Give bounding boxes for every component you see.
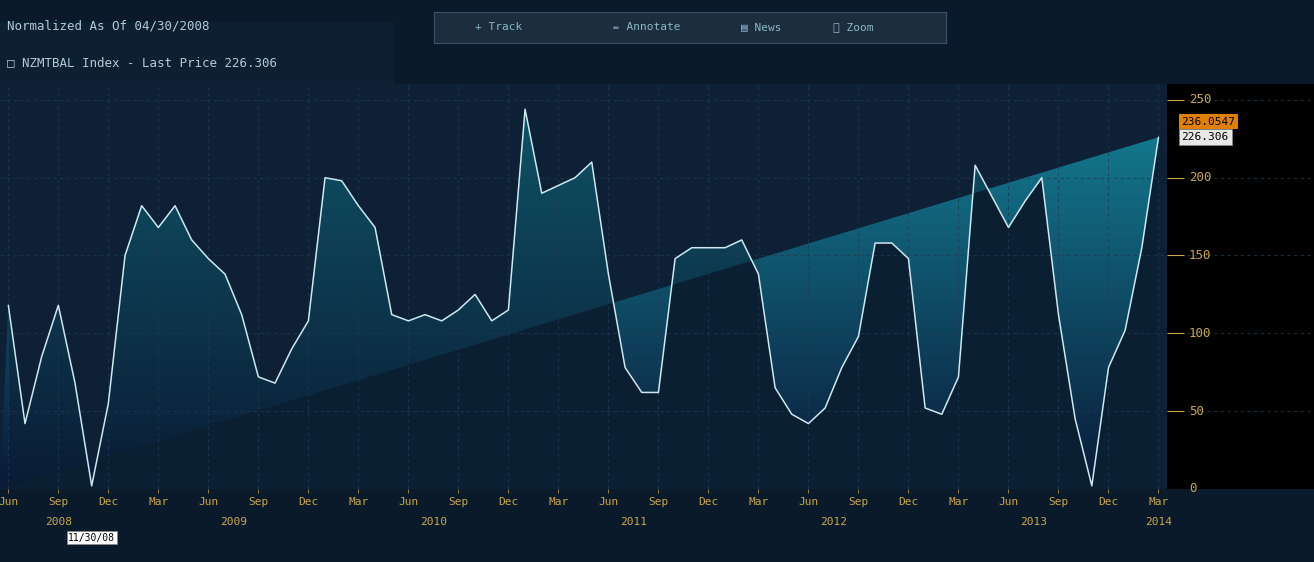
Text: 250: 250: [1189, 93, 1212, 106]
Text: 2011: 2011: [620, 517, 646, 527]
Text: 2014: 2014: [1144, 517, 1172, 527]
Text: 2010: 2010: [420, 517, 447, 527]
Text: ✏ Annotate: ✏ Annotate: [612, 22, 681, 32]
Text: 50: 50: [1189, 405, 1204, 418]
Text: 0: 0: [1189, 482, 1197, 496]
Text: 11/30/08: 11/30/08: [68, 533, 116, 542]
Text: 150: 150: [1189, 249, 1212, 262]
Text: + Track: + Track: [474, 22, 522, 32]
Text: □ NZMTBAL Index - Last Price 226.306: □ NZMTBAL Index - Last Price 226.306: [7, 56, 276, 69]
Text: 2012: 2012: [820, 517, 848, 527]
Text: 2008: 2008: [45, 517, 72, 527]
Text: 100: 100: [1189, 327, 1212, 340]
Text: 236.0547: 236.0547: [1181, 116, 1235, 126]
Text: 226.306: 226.306: [1181, 132, 1229, 142]
Text: 🔍 Zoom: 🔍 Zoom: [833, 22, 874, 32]
Text: 2013: 2013: [1020, 517, 1047, 527]
Text: 200: 200: [1189, 171, 1212, 184]
Text: 2009: 2009: [219, 517, 247, 527]
Text: Normalized As Of 04/30/2008: Normalized As Of 04/30/2008: [7, 20, 209, 33]
Text: ▤ News: ▤ News: [741, 22, 782, 32]
